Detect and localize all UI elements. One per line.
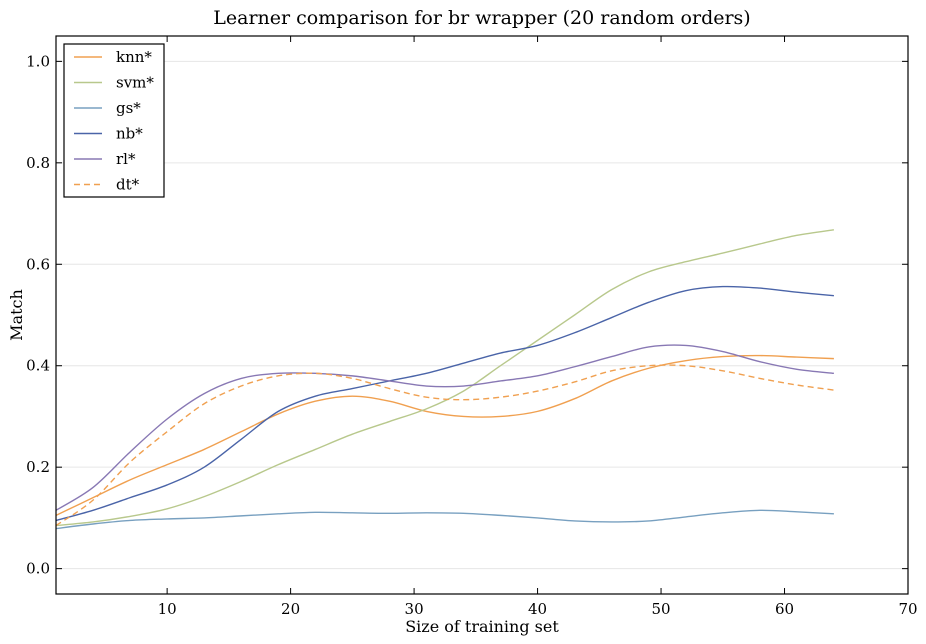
legend-label-gs: gs* — [116, 99, 141, 117]
y-tick-label: 1.0 — [26, 52, 50, 70]
series-lines — [55, 229, 835, 530]
legend-label-knn: knn* — [116, 48, 152, 66]
y-tick-label: 0.4 — [26, 357, 50, 375]
y-tick-label: 0.2 — [26, 458, 50, 476]
y-tick-label: 0.8 — [26, 154, 50, 172]
x-tick-label: 70 — [898, 600, 917, 618]
x-tick-label: 60 — [775, 600, 794, 618]
series-line-gs — [55, 509, 834, 530]
grid-lines — [56, 60, 908, 570]
x-tick-label: 40 — [528, 600, 547, 618]
y-tick-label: 0.6 — [26, 255, 50, 273]
x-tick-label: 20 — [281, 600, 300, 618]
chart-title: Learner comparison for br wrapper (20 ra… — [213, 7, 750, 29]
y-tick-label: 0.0 — [26, 560, 50, 578]
y-axis-label: Match — [7, 289, 26, 341]
legend-box — [63, 43, 165, 198]
legend-label-svm: svm* — [116, 74, 154, 92]
series-line-rl — [55, 344, 834, 511]
series-line-nb — [55, 285, 834, 522]
x-tick-label: 30 — [405, 600, 424, 618]
x-tick-label: 50 — [651, 600, 670, 618]
x-axis-label: Size of training set — [405, 617, 559, 636]
legend-label-dt: dt* — [116, 176, 140, 194]
legend-label-rl: rl* — [116, 150, 136, 168]
series-line-knn — [55, 354, 834, 517]
plot-area-frame — [55, 35, 909, 595]
axis-ticks: 0.0 0.2 0.4 0.6 0.8 1.0 10 20 30 40 50 60 70 — [26, 36, 918, 618]
x-tick-label: 10 — [158, 600, 177, 618]
series-line-svm — [55, 229, 835, 527]
series-line-dt — [55, 364, 835, 527]
legend-label-nb: nb* — [116, 125, 143, 143]
legend: knn* svm* gs* nb* rl* dt* — [63, 43, 165, 198]
